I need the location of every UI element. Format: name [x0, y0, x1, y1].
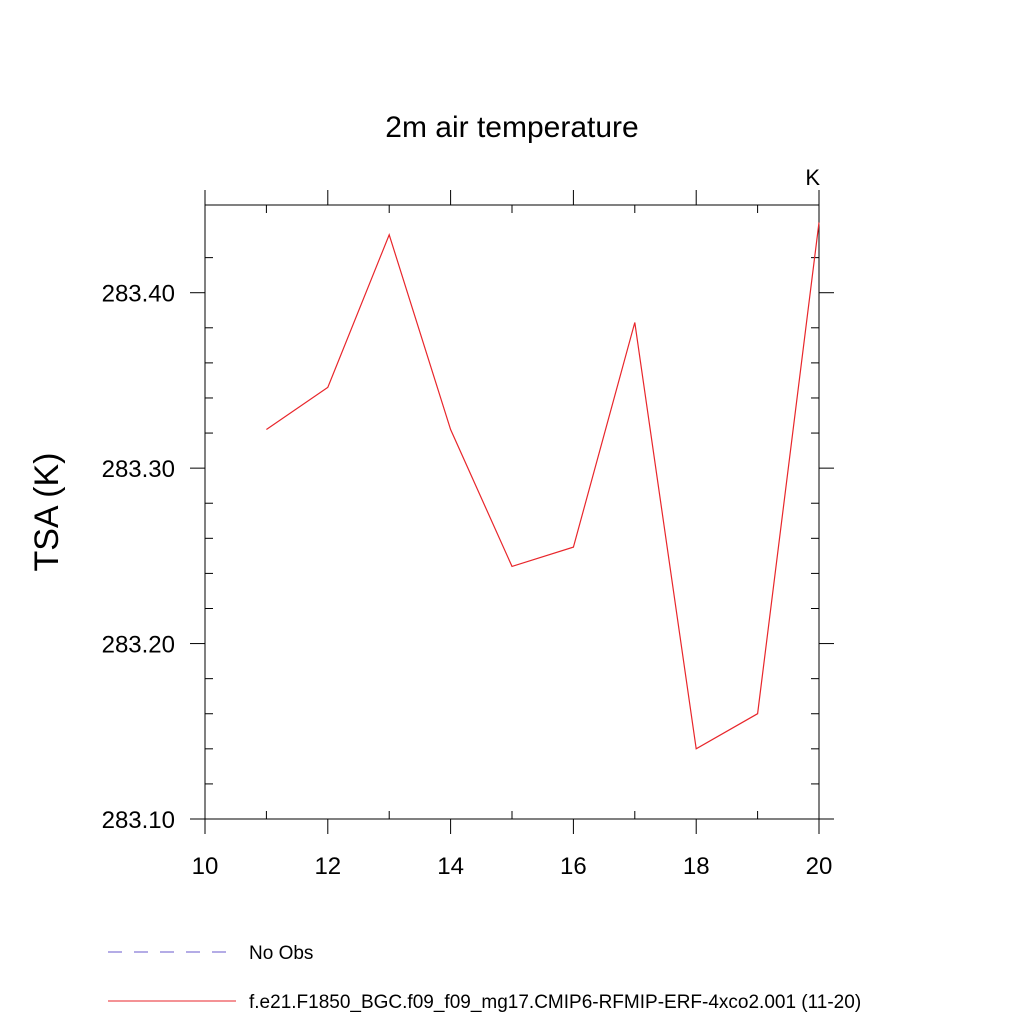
x-tick-label: 18	[683, 853, 710, 880]
x-tick-label: 10	[192, 853, 219, 880]
y-tick-label: 283.30	[102, 456, 175, 483]
legend-label: f.e21.F1850_BGC.f09_f09_mg17.CMIP6-RFMIP…	[249, 992, 861, 1013]
legend: No Obs f.e21.F1850_BGC.f09_f09_mg17.CMIP6…	[108, 943, 861, 1013]
series-layer	[266, 222, 820, 750]
chart-title: 2m air temperature	[385, 111, 638, 144]
legend-label: No Obs	[249, 943, 313, 964]
y-axis-label: TSA (K)	[28, 452, 66, 571]
units-label: K	[805, 165, 820, 190]
x-tick-label: 16	[560, 853, 587, 880]
series-line-1	[266, 222, 820, 750]
x-axis-ticks: 10 12 14 16 18 20	[192, 190, 833, 880]
y-tick-label: 283.20	[102, 632, 175, 659]
y-tick-label: 283.10	[102, 807, 175, 834]
plot-frame	[204, 204, 820, 820]
y-tick-label: 283.40	[102, 281, 175, 308]
x-tick-label: 12	[314, 853, 341, 880]
x-tick-label: 20	[806, 853, 833, 880]
x-tick-label: 14	[437, 853, 464, 880]
y-axis-ticks: 283.10 283.20 283.30 283.40	[102, 257, 834, 834]
